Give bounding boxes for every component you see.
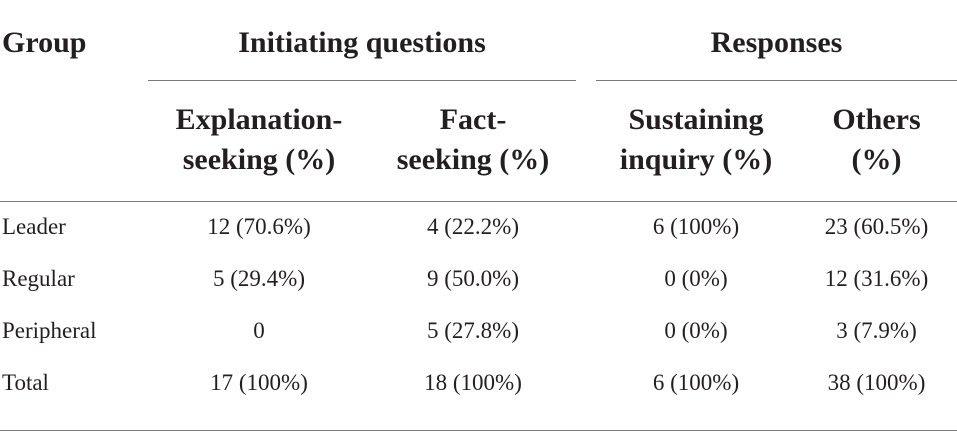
table-cell: 0 (0%) bbox=[664, 318, 728, 343]
col-header-line: Sustaining bbox=[628, 103, 764, 136]
col-header-line: inquiry (%) bbox=[619, 143, 773, 176]
col-header-line: seeking (%) bbox=[396, 143, 550, 176]
col-header-sustaining-inquiry: Sustaining inquiry (%) bbox=[596, 100, 796, 180]
row-group-peripheral: Peripheral bbox=[2, 318, 97, 343]
col-header-line: seeking (%) bbox=[182, 143, 336, 176]
initiating-span-rule bbox=[148, 80, 576, 81]
row-group-total: Total bbox=[2, 370, 49, 395]
col-header-line: Others bbox=[832, 103, 921, 136]
responses-header: Responses bbox=[710, 26, 843, 59]
table-cell: 0 bbox=[253, 318, 265, 343]
header-rule bbox=[0, 201, 957, 202]
table-cell: 12 (70.6%) bbox=[207, 214, 311, 239]
col-header-line: Fact- bbox=[439, 103, 507, 136]
table-cell: 6 (100%) bbox=[652, 214, 740, 239]
group-header: Group bbox=[2, 26, 87, 59]
table-cell: 4 (22.2%) bbox=[427, 214, 519, 239]
table-cell: 38 (100%) bbox=[827, 370, 926, 395]
table-cell: 5 (27.8%) bbox=[427, 318, 519, 343]
row-group-leader: Leader bbox=[2, 214, 66, 239]
col-header-explanation-seeking: Explanation- seeking (%) bbox=[148, 100, 370, 180]
col-header-fact-seeking: Fact- seeking (%) bbox=[370, 100, 576, 180]
bottom-rule bbox=[0, 430, 957, 431]
table-cell: 9 (50.0%) bbox=[427, 266, 519, 291]
table-cell: 6 (100%) bbox=[652, 370, 740, 395]
initiating-questions-header: Initiating questions bbox=[238, 26, 486, 59]
table-cell: 23 (60.5%) bbox=[824, 214, 929, 239]
table-cell: 12 (31.6%) bbox=[824, 266, 929, 291]
table-cell: 3 (7.9%) bbox=[836, 318, 917, 343]
col-header-line: (%) bbox=[851, 143, 902, 176]
table-cell: 17 (100%) bbox=[210, 370, 308, 395]
col-header-line: Explanation- bbox=[175, 103, 343, 136]
responses-span-rule bbox=[596, 80, 957, 81]
table-cell: 5 (29.4%) bbox=[213, 266, 305, 291]
table-cell: 18 (100%) bbox=[424, 370, 522, 395]
col-header-others: Others (%) bbox=[796, 100, 957, 180]
table-cell: 0 (0%) bbox=[664, 266, 728, 291]
row-group-regular: Regular bbox=[2, 266, 75, 291]
